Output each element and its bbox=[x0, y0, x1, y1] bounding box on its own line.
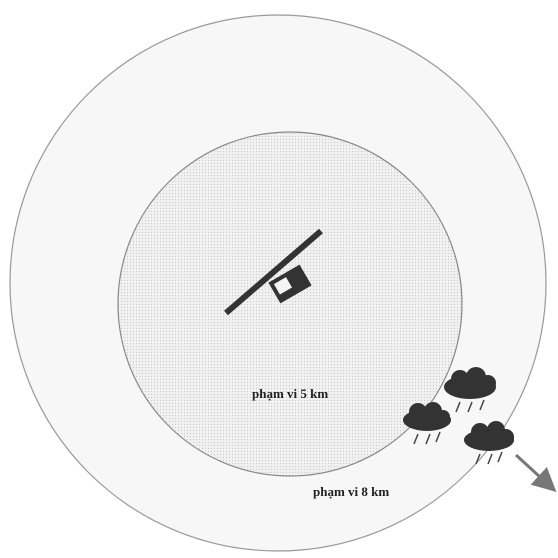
runway bbox=[224, 228, 323, 316]
storm-clouds bbox=[403, 367, 514, 465]
inner-range bbox=[117, 131, 463, 477]
movement-arrow bbox=[514, 453, 557, 493]
inner-label: phạm vi 5 km bbox=[252, 386, 328, 401]
outer-label: phạm vi 8 km bbox=[313, 484, 389, 499]
terminal bbox=[268, 264, 312, 304]
